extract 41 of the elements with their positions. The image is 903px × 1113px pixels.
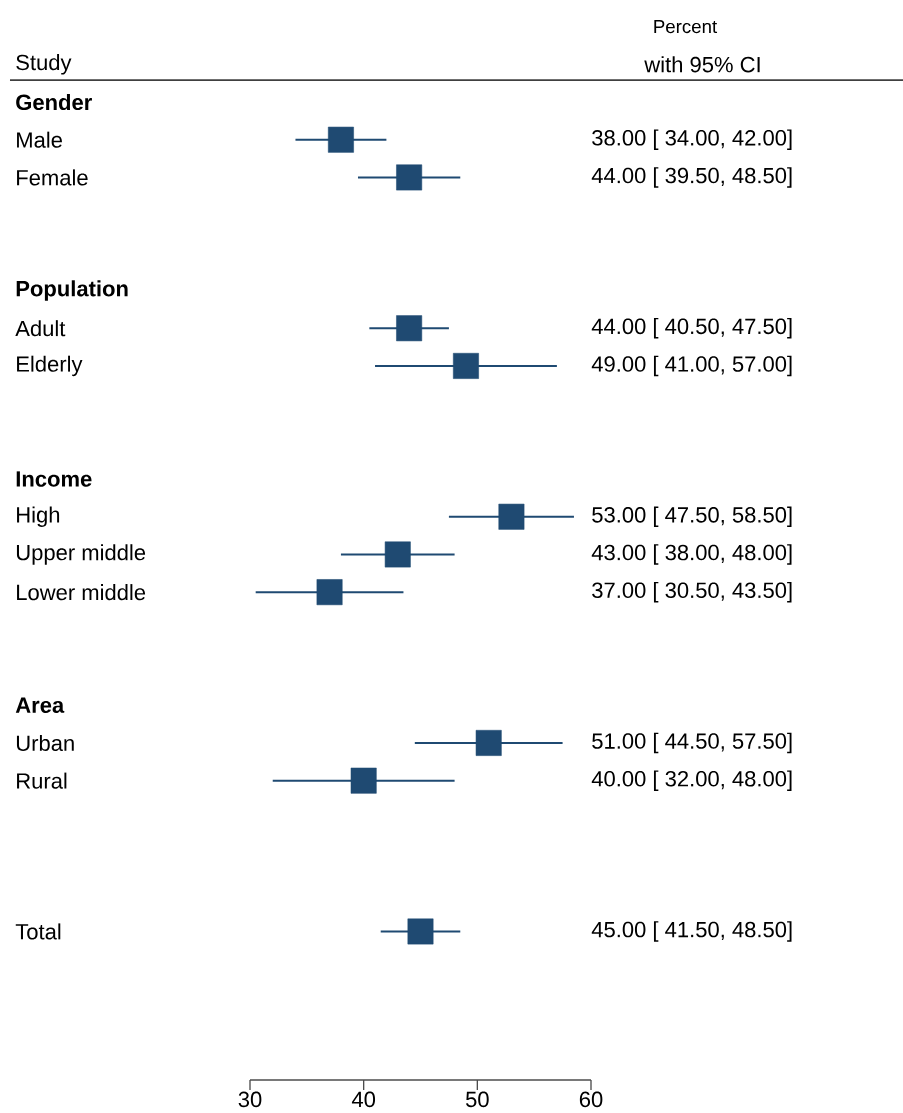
point (328, 126, 354, 153)
y-tick-label: Income (16, 471, 92, 487)
y-tick-label: Elderly (17, 355, 83, 377)
data-label: 44.00 [ 40.50, 47.50] (591, 317, 792, 339)
y-tick-label: Rural (17, 772, 67, 789)
data-label: 43.00 [ 38.00, 48.00] (591, 544, 792, 565)
y-tick-label: Upper middle (16, 544, 146, 565)
point (384, 541, 411, 568)
text: Percent (654, 20, 718, 34)
point (475, 730, 502, 756)
y-tick-label: High (17, 506, 60, 527)
point (407, 918, 434, 945)
x-tick-label: 50 (465, 1091, 489, 1108)
text: with 95% CI (644, 56, 760, 73)
y-tick-label: Gender (16, 93, 92, 111)
y-tick-label: Female (17, 169, 88, 186)
data-label: 38.00 [ 34.00, 42.00] (592, 129, 792, 150)
data-label: 53.00 [ 47.50, 58.50] (592, 506, 792, 527)
point (396, 315, 423, 342)
data-label: 45.00 [ 41.50, 48.50] (591, 921, 792, 942)
x-tick-label: 40 (351, 1091, 376, 1108)
point (350, 767, 377, 794)
y-tick-label: Lower middle (17, 584, 146, 601)
y-tick-label: Population (16, 280, 128, 301)
point (316, 579, 343, 606)
y-axis-title: Study (16, 54, 72, 75)
y-tick-label: Total (15, 923, 61, 940)
data-label: 44.00 [ 39.50, 48.50] (591, 167, 792, 188)
point (498, 503, 525, 530)
data-label: 49.00 [ 41.00, 57.00] (591, 355, 792, 377)
y-tick-label: Urban (16, 734, 74, 752)
data-label: 51.00 [ 44.50, 57.50] (592, 732, 792, 754)
y-tick-label: Area (15, 697, 65, 713)
point (396, 164, 423, 191)
y-tick-label: Adult (15, 320, 66, 337)
data-label: 40.00 [ 32.00, 48.00] (591, 770, 792, 791)
data-label: 37.00 [ 30.50, 43.50] (592, 581, 792, 603)
x-tick-label: 30 (238, 1091, 262, 1108)
x-tick-label: 60 (579, 1091, 603, 1108)
point (453, 353, 479, 379)
y-tick-label: Male (17, 131, 62, 148)
